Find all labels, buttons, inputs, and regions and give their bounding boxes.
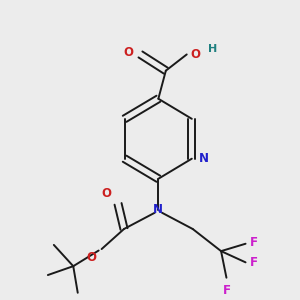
Text: H: H <box>208 44 218 54</box>
Text: N: N <box>153 203 164 216</box>
Text: F: F <box>250 236 258 249</box>
Text: F: F <box>250 256 258 269</box>
Text: F: F <box>222 284 230 297</box>
Text: O: O <box>124 46 134 59</box>
Text: O: O <box>190 48 200 61</box>
Text: N: N <box>199 152 209 165</box>
Text: O: O <box>101 187 112 200</box>
Text: O: O <box>86 251 96 264</box>
